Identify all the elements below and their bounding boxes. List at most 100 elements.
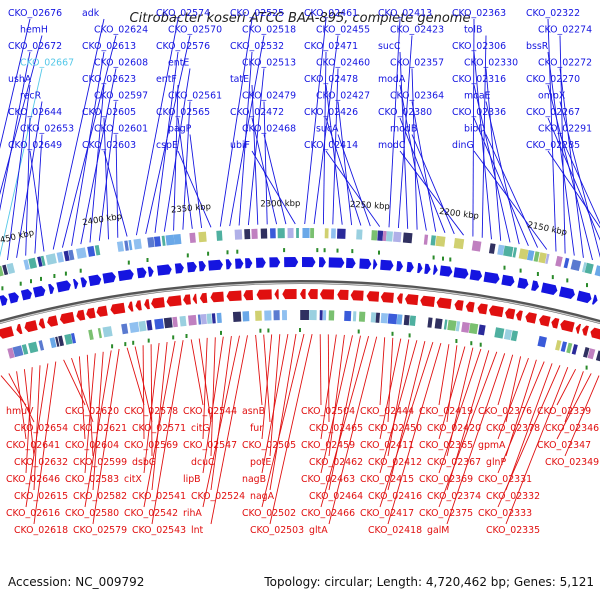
forward-arrow-row	[0, 257, 598, 306]
gene-arrow	[284, 257, 299, 268]
gc-tick	[220, 330, 222, 335]
gene-arrow	[517, 277, 529, 289]
reverse-gene-label: CKO_02580	[65, 508, 119, 519]
gene-arrow	[32, 285, 46, 298]
feature-block	[594, 265, 600, 277]
feature-block	[583, 347, 590, 358]
feature-block	[179, 315, 187, 327]
gene-arrow	[453, 267, 469, 279]
feature-block	[128, 239, 133, 251]
forward-gene-label: CKO_02468	[242, 124, 296, 135]
forward-gene-label: CKO_02274	[538, 25, 592, 36]
feature-block	[6, 262, 16, 275]
gene-arrow	[516, 310, 523, 321]
gc-tick	[30, 279, 32, 284]
feature-block	[380, 312, 389, 324]
gc-tick	[226, 250, 229, 255]
forward-gene-line	[337, 101, 353, 226]
forward-gene-line	[547, 18, 557, 252]
gene-arrow	[210, 291, 224, 303]
reverse-gene-line	[86, 354, 94, 457]
reverse-gene-label: CKO_02571	[132, 423, 186, 434]
feature-block	[189, 232, 196, 244]
feature-block	[302, 228, 310, 239]
forward-gene-label: sucC	[378, 41, 401, 52]
reverse-gene-line	[556, 373, 592, 440]
gene-arrow	[144, 299, 150, 310]
forward-gene-label: CKO_02471	[304, 41, 358, 52]
reverse-gene-label: CKO_02654	[14, 423, 68, 434]
reverse-gene-line	[505, 359, 537, 457]
gene-arrow	[8, 292, 19, 304]
forward-gene-line	[103, 150, 128, 237]
forward-gene-label: bssR	[526, 41, 549, 52]
topology-label: Topology: circular; Length: 4,720,462 bp…	[263, 575, 594, 589]
reverse-gene-label: CKO_02331	[478, 474, 532, 485]
feature-block	[310, 228, 315, 239]
gene-arrow	[151, 297, 165, 309]
reverse-gene-line	[78, 356, 86, 440]
forward-gene-label: CKO_02267	[526, 107, 580, 118]
forward-gene-label: CKO_02513	[242, 58, 296, 69]
forward-gene-label: ompX	[538, 91, 566, 102]
forward-gene-line	[411, 101, 437, 232]
reverse-gene-label: nagA	[250, 491, 275, 502]
forward-gene-line	[411, 134, 455, 235]
reverse-gene-label: CKO_02641	[6, 440, 60, 451]
forward-gene-line	[325, 150, 381, 227]
feature-block	[555, 255, 563, 267]
feature-block	[21, 344, 29, 355]
feature-block	[269, 228, 276, 239]
reverse-gene-line	[202, 337, 208, 440]
forward-gene-label: hemH	[20, 25, 48, 36]
reverse-gene-label: CKO_02543	[132, 525, 186, 536]
reverse-gene-label: CKO_02374	[427, 491, 481, 502]
forward-gene-label: CKO_02565	[156, 107, 210, 118]
reverse-gene-label: fur	[250, 423, 263, 434]
gene-arrow	[558, 286, 575, 299]
gene-arrow	[380, 292, 394, 303]
reverse-gene-label: CKO_02646	[6, 474, 60, 485]
reverse-gene-label: lnt	[191, 525, 204, 536]
forward-gene-label: entF	[156, 74, 177, 85]
forward-gene-label: CKO_02322	[526, 8, 580, 19]
feature-block	[251, 228, 258, 239]
feature-block	[58, 335, 65, 347]
gene-arrow	[417, 262, 423, 274]
reverse-gene-line	[210, 336, 232, 491]
gene-arrow	[186, 261, 197, 273]
reverse-gene-line	[143, 343, 160, 474]
feature-block	[503, 329, 513, 341]
gene-arrow	[436, 297, 452, 310]
feature-block	[87, 245, 96, 257]
gene-arrow	[301, 257, 316, 268]
forward-gene-label: CKO_02427	[316, 91, 370, 102]
gc-tick	[299, 328, 301, 332]
forward-gene-line	[16, 101, 43, 258]
forward-gene-line	[547, 84, 593, 261]
forward-gene-line	[325, 84, 343, 225]
feature-block	[138, 320, 147, 332]
forward-gene-line	[71, 51, 105, 246]
gene-arrow	[307, 289, 318, 300]
gene-arrow	[88, 274, 102, 287]
gene-arrow	[235, 258, 244, 269]
reverse-gene-line	[33, 361, 57, 525]
forward-gene-label: CKO_02413	[378, 8, 432, 19]
feature-block	[435, 235, 446, 247]
forward-gene-label: bioD	[464, 124, 486, 135]
forward-gene-line	[229, 35, 265, 227]
reverse-gene-label: rihA	[183, 508, 202, 519]
feature-block	[402, 232, 413, 244]
reverse-gene-label: CKO_02346	[545, 423, 599, 434]
reverse-gene-labels: hmuV CKO_02654 CKO_02641 CKO_02632 CKO_02646…	[6, 406, 599, 536]
reverse-gene-line	[142, 345, 145, 440]
reverse-arrow-row	[0, 289, 600, 340]
feature-block	[570, 259, 582, 272]
reverse-gene-line	[438, 344, 450, 406]
forward-gene-line	[481, 35, 487, 238]
gc-tick	[551, 275, 554, 280]
feature-block	[68, 249, 75, 261]
forward-gene-line	[337, 134, 371, 227]
